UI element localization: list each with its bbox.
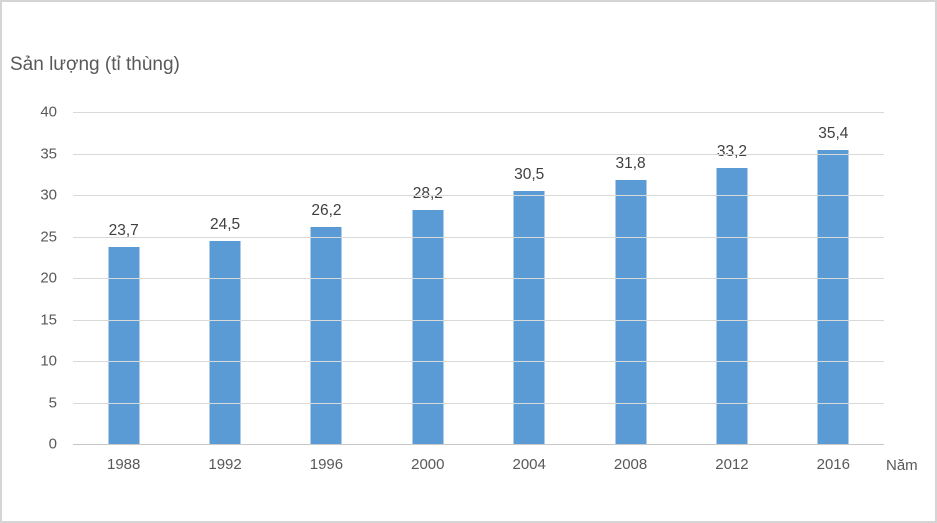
bar-value-label: 26,2	[311, 201, 342, 219]
x-axis-line	[73, 444, 884, 445]
bar-value-label: 28,2	[412, 184, 443, 202]
bar-value-label: 30,5	[514, 165, 545, 183]
plot-area: 23,7 24,5 26,2 28,2 30,5 31,8 33,2 35,4	[73, 112, 884, 445]
x-axis-tick-label: 2012	[715, 456, 749, 473]
bar-band: 26,2	[276, 112, 377, 444]
bar	[108, 247, 140, 444]
bar-value-label: 33,2	[716, 143, 748, 161]
y-axis-tick-label: 30	[40, 186, 57, 204]
bar	[716, 168, 748, 444]
x-axis-tick-label: 2008	[613, 456, 648, 473]
y-axis-tick-label: 15	[40, 311, 57, 328]
bar-band: 24,5	[174, 112, 275, 444]
y-axis-tick-label: 20	[40, 269, 57, 287]
bar	[310, 226, 342, 444]
bar-band: 31,8	[580, 112, 681, 444]
x-axis-labels: 1988 1992 1996 2000 2004 2008 2012 2016	[73, 456, 884, 473]
y-axis-tick-label: 5	[48, 394, 57, 411]
gridline	[73, 319, 884, 321]
bar-value-label: 31,8	[615, 155, 646, 173]
bar	[513, 190, 545, 444]
x-axis-title: Năm	[886, 457, 918, 474]
chart-title: Sản lượng (tỉ thùng)	[10, 54, 180, 75]
bar	[412, 209, 444, 444]
bar	[615, 180, 647, 444]
y-axis-tick-label: 40	[40, 103, 57, 121]
bar-band: 30,5	[479, 112, 580, 444]
gridline	[73, 402, 884, 404]
gridline	[73, 195, 884, 196]
y-axis-tick-label: 35	[40, 145, 57, 162]
y-axis-tick-label: 0	[48, 435, 57, 453]
bar-band: 33,2	[681, 112, 782, 444]
bar-band: 35,4	[783, 112, 884, 444]
gridline	[73, 153, 884, 155]
x-axis-tick-label: 2016	[816, 456, 850, 473]
x-axis-tick-label: 1992	[208, 456, 242, 473]
gridline	[73, 112, 884, 113]
y-axis-tick-label: 25	[40, 228, 57, 245]
bar	[209, 240, 241, 444]
bar-value-label: 23,7	[108, 222, 139, 240]
x-axis-tick-label: 2000	[411, 456, 445, 473]
gridline	[73, 236, 884, 238]
y-axis-tick-label: 10	[40, 352, 57, 370]
bar-series: 23,7 24,5 26,2 28,2 30,5 31,8 33,2 35,4	[73, 112, 884, 444]
gridline	[73, 361, 884, 362]
bar-band: 28,2	[377, 112, 478, 444]
bar-band: 23,7	[73, 112, 174, 444]
x-axis-tick-label: 1988	[107, 456, 141, 473]
bar-value-label: 35,4	[818, 125, 849, 143]
gridline	[73, 278, 884, 279]
bar	[817, 150, 849, 444]
bar-value-label: 24,5	[209, 215, 241, 233]
x-axis-tick-label: 2004	[512, 456, 546, 473]
x-axis-tick-label: 1996	[309, 456, 344, 473]
